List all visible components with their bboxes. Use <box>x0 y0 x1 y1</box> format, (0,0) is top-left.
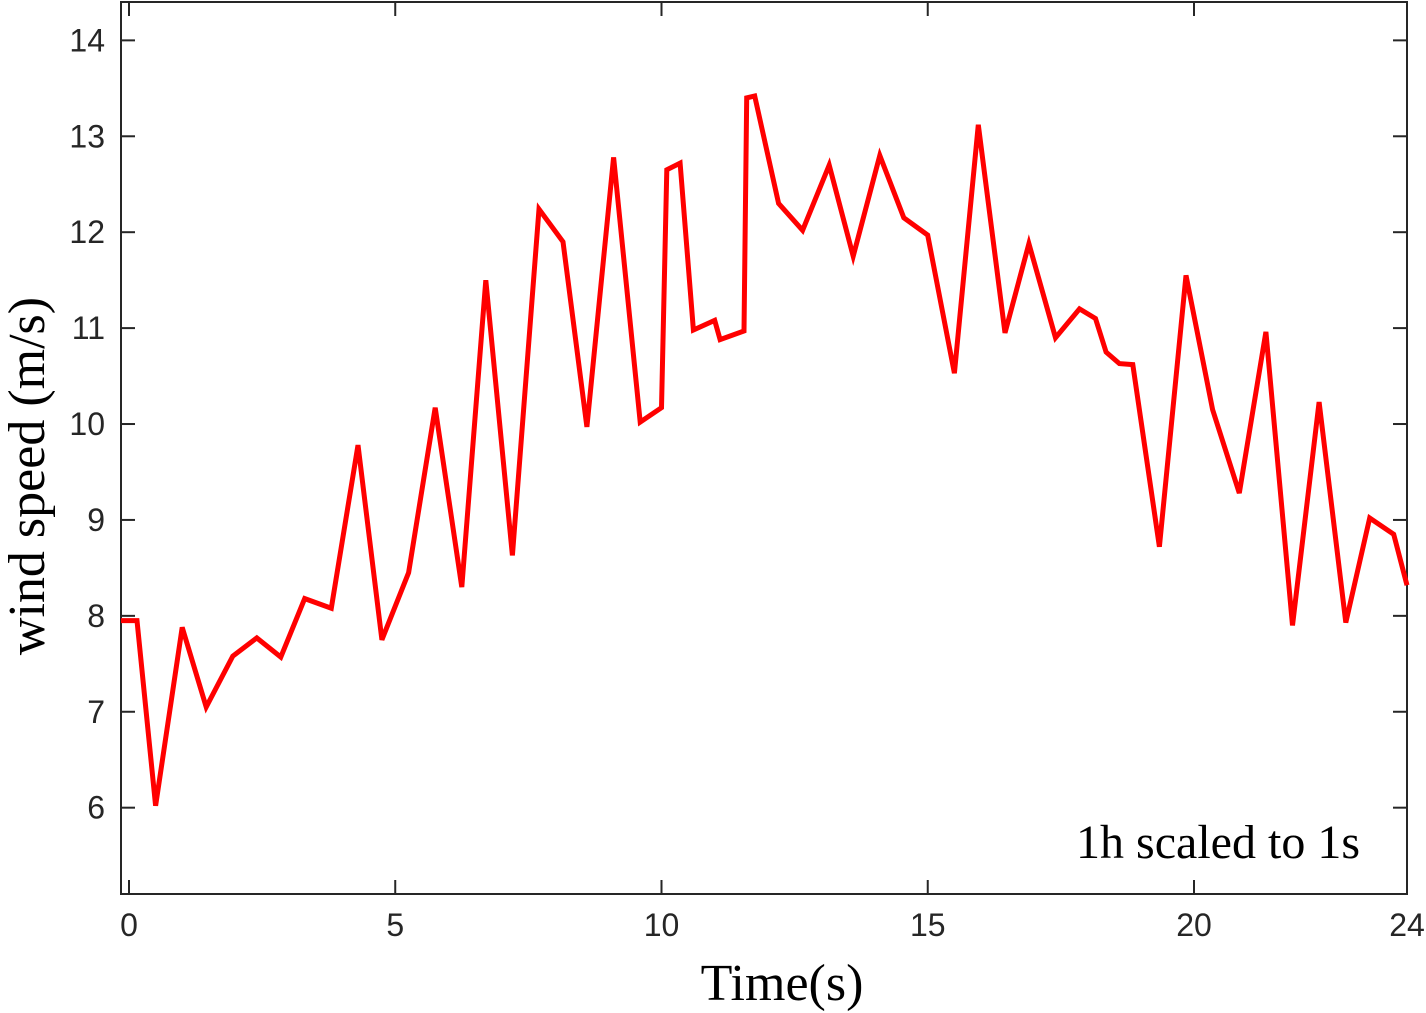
y-tick-label: 7 <box>87 694 105 730</box>
y-tick-label: 8 <box>87 598 105 634</box>
x-tick-label: 5 <box>386 907 404 943</box>
y-tick-label: 14 <box>69 22 105 58</box>
x-tick-label: 20 <box>1176 907 1212 943</box>
x-tick-label: 24 <box>1389 907 1425 943</box>
y-tick-label: 13 <box>69 118 105 154</box>
axis-tick-labels: 0 5 10 15 20 24 6 7 8 9 10 11 12 13 14 <box>69 22 1424 943</box>
x-tick-label: 10 <box>644 907 680 943</box>
y-tick-label: 9 <box>87 502 105 538</box>
x-axis-title: Time(s) <box>701 955 864 1012</box>
y-tick-label: 10 <box>69 406 105 442</box>
x-tick-label: 15 <box>910 907 946 943</box>
y-tick-label: 6 <box>87 790 105 826</box>
y-tick-label: 12 <box>69 214 105 250</box>
axis-ticks <box>121 2 1408 894</box>
plot-frame <box>120 1 1408 895</box>
wind-speed-series-line <box>121 92 1410 807</box>
scale-annotation: 1h scaled to 1s <box>1076 816 1360 869</box>
y-axis-title: wind speed (m/s) <box>0 297 56 655</box>
y-tick-label: 11 <box>72 310 105 346</box>
x-tick-label: 0 <box>120 907 138 943</box>
